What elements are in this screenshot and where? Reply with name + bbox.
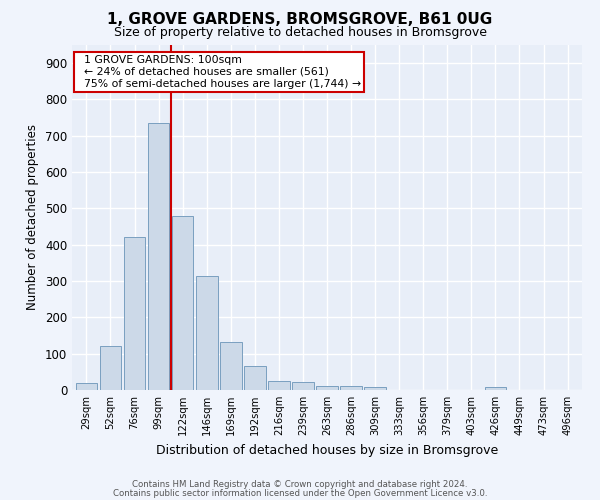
Bar [340, 386, 362, 390]
Text: Contains public sector information licensed under the Open Government Licence v3: Contains public sector information licen… [113, 488, 487, 498]
Text: Contains HM Land Registry data © Crown copyright and database right 2024.: Contains HM Land Registry data © Crown c… [132, 480, 468, 489]
Bar [268, 381, 290, 390]
X-axis label: Distribution of detached houses by size in Bromsgrove: Distribution of detached houses by size … [156, 444, 498, 456]
Y-axis label: Number of detached properties: Number of detached properties [26, 124, 40, 310]
Bar [148, 123, 169, 390]
Bar [364, 388, 386, 390]
Bar [124, 238, 145, 390]
Bar [244, 366, 266, 390]
Text: 1 GROVE GARDENS: 100sqm
  ← 24% of detached houses are smaller (561)
  75% of se: 1 GROVE GARDENS: 100sqm ← 24% of detache… [77, 56, 361, 88]
Bar [485, 387, 506, 390]
Text: 1, GROVE GARDENS, BROMSGROVE, B61 0UG: 1, GROVE GARDENS, BROMSGROVE, B61 0UG [107, 12, 493, 28]
Bar [292, 382, 314, 390]
Text: Size of property relative to detached houses in Bromsgrove: Size of property relative to detached ho… [113, 26, 487, 39]
Bar [76, 382, 97, 390]
Bar [316, 386, 338, 390]
Bar [100, 346, 121, 390]
Bar [220, 342, 242, 390]
Bar [172, 216, 193, 390]
Bar [196, 276, 218, 390]
